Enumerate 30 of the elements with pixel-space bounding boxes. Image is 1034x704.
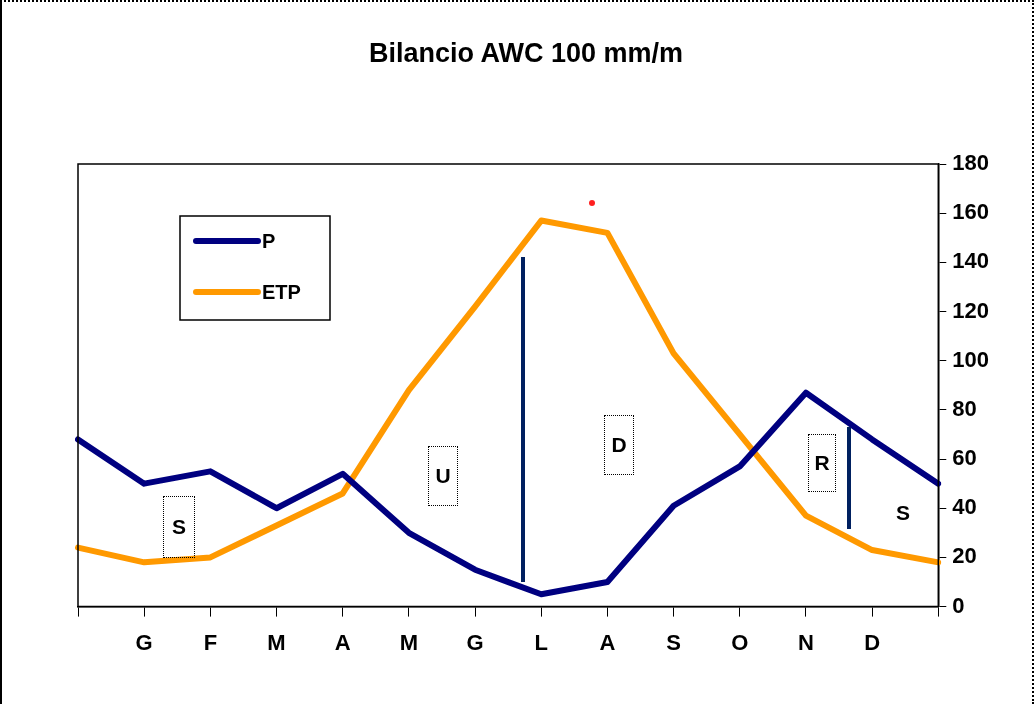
x-tick-label: A [599, 629, 616, 655]
x-tick-label: M [399, 629, 419, 655]
y-tick-label: 60 [952, 445, 977, 471]
annotation: D [604, 415, 634, 475]
y-tick-label: 80 [952, 395, 977, 421]
annotation: S [895, 500, 911, 526]
annotation: U [428, 446, 458, 506]
y-tick-label: 40 [952, 494, 977, 520]
x-tick-label: L [534, 629, 548, 655]
chart-title: Bilancio AWC 100 mm/m [368, 38, 684, 69]
annotation: S [163, 496, 195, 558]
x-tick-label: D [864, 629, 881, 655]
y-tick-label: 180 [952, 150, 990, 176]
x-tick-label: F [203, 629, 218, 655]
x-tick-label: A [334, 629, 351, 655]
y-tick-label: 120 [952, 297, 990, 323]
x-tick-label: G [135, 629, 153, 655]
x-tick-label: G [466, 629, 484, 655]
legend-label: ETP [262, 280, 301, 303]
annotation: R [808, 434, 836, 492]
x-tick-label: O [731, 629, 749, 655]
y-tick-label: 20 [952, 543, 977, 569]
x-tick-label: S [666, 629, 681, 655]
x-tick-label: M [267, 629, 286, 655]
y-tick-label: 160 [952, 199, 990, 225]
y-tick-label: 140 [952, 248, 990, 274]
y-tick-label: 0 [952, 592, 965, 618]
x-tick-label: N [798, 629, 814, 655]
y-tick-label: 100 [952, 346, 990, 372]
legend-label: P [262, 229, 276, 252]
